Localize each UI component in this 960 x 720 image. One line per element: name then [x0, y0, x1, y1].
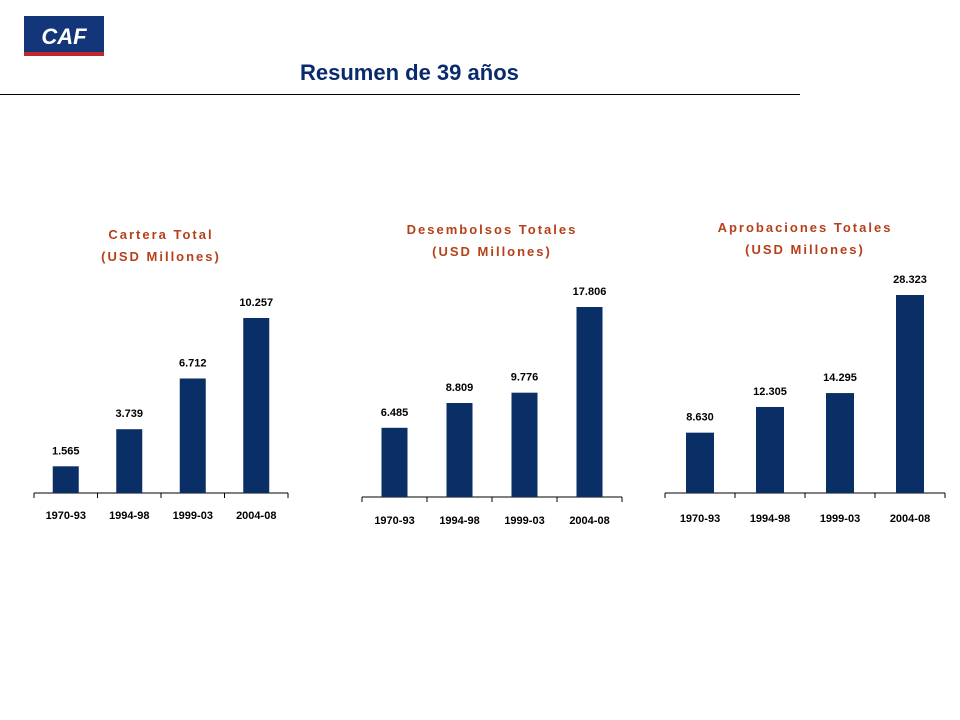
desembolsos-bar [511, 392, 538, 497]
desembolsos-chart-title: Desembolsos Totales [407, 222, 578, 237]
aprobaciones-tick-label: 2004-08 [890, 513, 930, 525]
cartera-tick-label: 1999-03 [173, 510, 213, 522]
cartera-value-label: 3.739 [115, 408, 143, 420]
desembolsos-bar [576, 307, 603, 497]
cartera-chart-title: Cartera Total [108, 227, 213, 242]
chart-cartera-total: Cartera Total (USD Millones) 1.565 1970-93 3… [33, 227, 289, 522]
desembolsos-tick-label: 2004-08 [569, 515, 609, 527]
caf-logo: CAF [24, 16, 104, 56]
chart-desembolsos-totales: Desembolsos Totales (USD Millones) 6.485 19… [361, 222, 623, 527]
cartera-tick-label: 2004-08 [236, 510, 276, 522]
aprobaciones-value-label: 14.295 [823, 372, 857, 384]
aprobaciones-tick-label: 1999-03 [820, 513, 860, 525]
desembolsos-tick-label: 1994-98 [439, 515, 479, 527]
aprobaciones-bar [756, 406, 784, 493]
aprobaciones-bar [686, 432, 714, 493]
desembolsos-bar [446, 403, 473, 497]
desembolsos-value-label: 6.485 [381, 407, 409, 419]
logo-text: CAF [41, 24, 87, 49]
desembolsos-value-label: 8.809 [446, 382, 474, 394]
cartera-tick-label: 1994-98 [109, 510, 149, 522]
cartera-bar [243, 318, 270, 493]
cartera-value-label: 1.565 [52, 445, 80, 457]
desembolsos-bar [381, 427, 408, 497]
chart-aprobaciones-totales: Aprobaciones Totales (USD Millones) 8.630 1… [664, 220, 946, 525]
aprobaciones-value-label: 28.323 [893, 274, 927, 286]
title-divider [0, 94, 800, 95]
cartera-bar [179, 378, 206, 493]
aprobaciones-chart-subtitle: (USD Millones) [745, 242, 865, 257]
desembolsos-value-label: 17.806 [573, 286, 607, 298]
cartera-tick-label: 1970-93 [46, 510, 86, 522]
aprobaciones-chart-title: Aprobaciones Totales [718, 220, 893, 235]
desembolsos-value-label: 9.776 [511, 372, 539, 384]
cartera-bar [116, 429, 143, 493]
desembolsos-tick-label: 1999-03 [504, 515, 544, 527]
aprobaciones-value-label: 12.305 [753, 386, 787, 398]
aprobaciones-tick-label: 1970-93 [680, 513, 720, 525]
cartera-value-label: 6.712 [179, 357, 207, 369]
desembolsos-chart-subtitle: (USD Millones) [432, 244, 552, 259]
cartera-bar [52, 466, 79, 493]
cartera-value-label: 10.257 [239, 297, 273, 309]
aprobaciones-bar [826, 393, 854, 493]
desembolsos-tick-label: 1970-93 [374, 515, 414, 527]
aprobaciones-bar [896, 295, 924, 493]
aprobaciones-value-label: 8.630 [686, 412, 714, 424]
cartera-chart-subtitle: (USD Millones) [101, 249, 221, 264]
page-title: Resumen de 39 años [300, 60, 519, 85]
aprobaciones-tick-label: 1994-98 [750, 513, 790, 525]
